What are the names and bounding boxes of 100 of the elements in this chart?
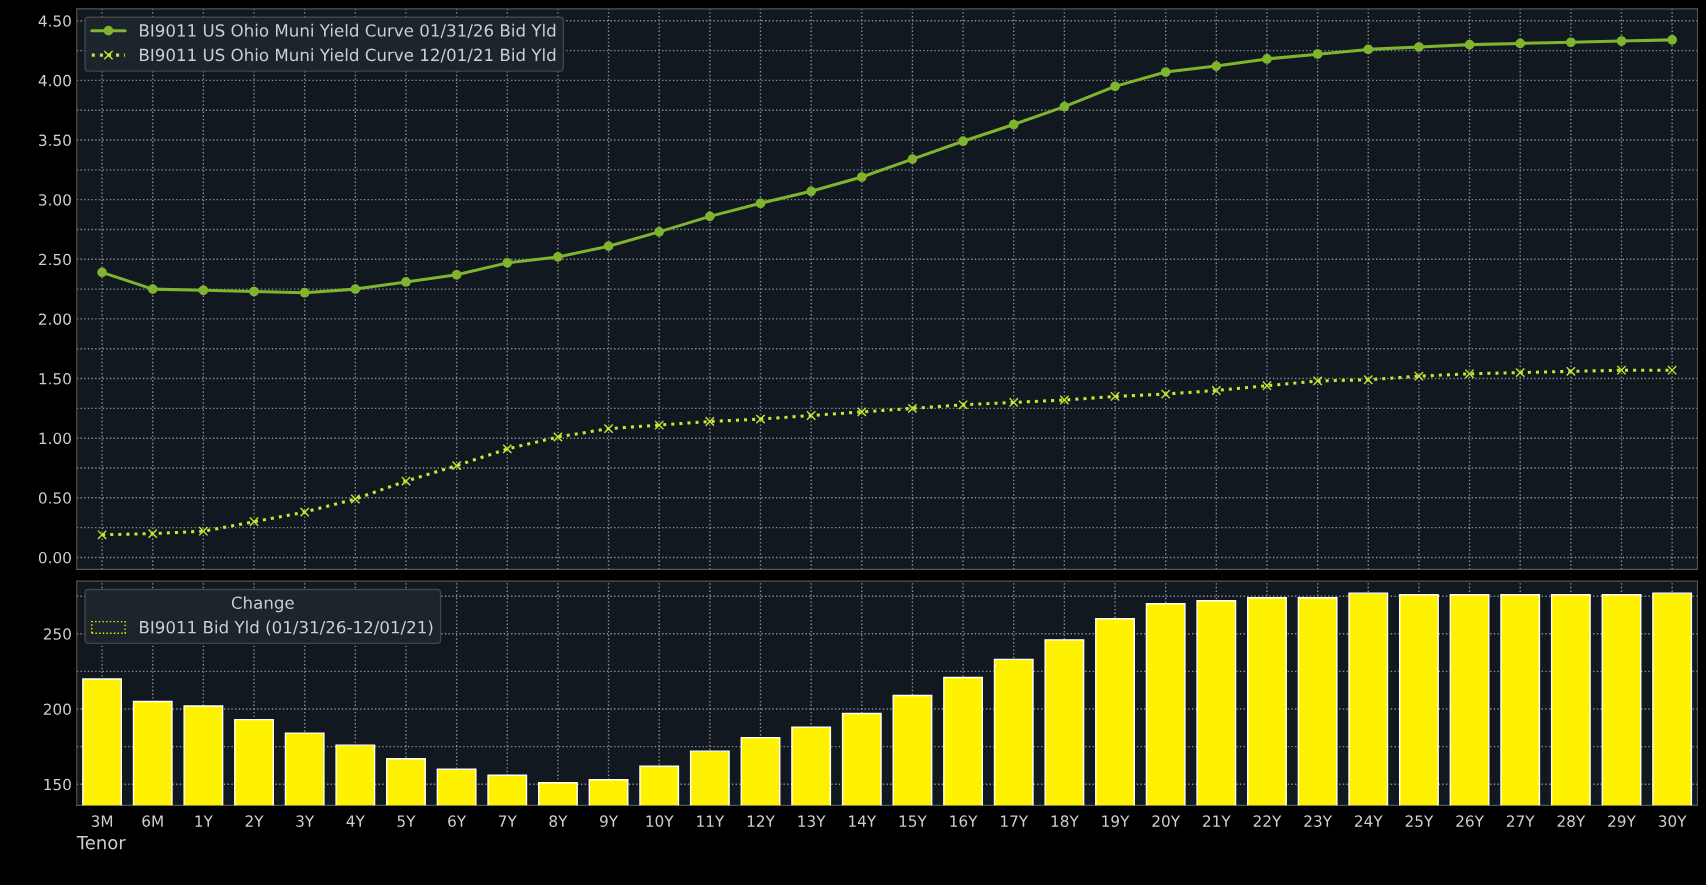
point xyxy=(1667,34,1678,45)
x-tick-label: 3M xyxy=(91,815,113,827)
legend-title: Change xyxy=(231,596,294,613)
x-tick-label: 28Y xyxy=(1557,815,1586,827)
point xyxy=(1312,49,1323,60)
point xyxy=(97,529,107,540)
point xyxy=(755,198,766,209)
x-tick-label: 23Y xyxy=(1304,815,1333,827)
x-tick-label: 27Y xyxy=(1506,815,1535,827)
point xyxy=(1464,368,1475,379)
y-tick-label: 3.00 xyxy=(39,194,71,206)
y-tick-label: 4.50 xyxy=(38,15,71,27)
point xyxy=(1565,37,1576,48)
x-tick-label: 26Y xyxy=(1456,815,1484,827)
point xyxy=(1363,374,1374,385)
y-tick-label: 200 xyxy=(43,703,71,716)
x-tick-label: 22Y xyxy=(1253,815,1282,827)
point xyxy=(299,287,310,298)
point xyxy=(401,277,411,287)
point xyxy=(350,284,361,294)
x-tick-label: 15Y xyxy=(899,815,927,827)
x-tick-label: 4Y xyxy=(346,815,365,827)
x-tick-label: 10Y xyxy=(646,815,674,827)
point xyxy=(907,403,918,414)
point xyxy=(97,267,107,278)
point xyxy=(806,410,817,421)
point xyxy=(401,476,411,486)
point xyxy=(806,186,817,197)
point xyxy=(147,528,158,539)
point xyxy=(1565,366,1576,377)
point xyxy=(603,423,614,434)
x-tick-label: 3Y xyxy=(296,815,315,827)
point xyxy=(451,460,462,471)
x-tick-label: 20Y xyxy=(1152,815,1181,827)
point xyxy=(1110,391,1120,402)
point xyxy=(1160,67,1171,77)
point xyxy=(1008,397,1019,408)
point xyxy=(704,211,715,222)
point xyxy=(755,414,766,424)
point xyxy=(1667,365,1678,376)
point xyxy=(1515,367,1526,378)
x-tick-label: 8Y xyxy=(549,815,568,827)
y-tick-label: 2.00 xyxy=(39,313,71,325)
point xyxy=(1211,385,1222,396)
y-tick-label: 150 xyxy=(44,778,71,791)
x-tick-label: 30Y xyxy=(1658,815,1687,827)
point xyxy=(502,258,513,268)
y-tick-label: 2.50 xyxy=(39,253,71,266)
point xyxy=(1312,376,1323,386)
point xyxy=(1616,36,1627,46)
y-tick-label: 1.00 xyxy=(39,432,71,445)
x-tick-label: 14Y xyxy=(849,815,877,827)
point xyxy=(1363,44,1374,55)
y-tick-label: 0.00 xyxy=(38,551,71,564)
point xyxy=(198,526,209,537)
point xyxy=(603,241,614,252)
point xyxy=(249,516,259,527)
y-tick-label: 1.50 xyxy=(39,373,71,385)
x-tick-label: 24Y xyxy=(1355,815,1383,827)
x-tick-label: 9Y xyxy=(600,815,619,827)
x-tick-label: 13Y xyxy=(798,815,826,827)
point xyxy=(958,136,968,147)
x-tick-label: 2Y xyxy=(245,815,264,827)
point xyxy=(1008,119,1019,130)
point xyxy=(1262,380,1272,391)
y-tick-label: 250 xyxy=(43,628,71,640)
point xyxy=(451,269,462,280)
x-tick-label: 17Y xyxy=(1001,815,1029,827)
point xyxy=(704,416,715,427)
x-axis-title: Tenor xyxy=(76,835,126,850)
point xyxy=(1059,395,1070,405)
x-tick-label: 16Y xyxy=(950,815,978,827)
point xyxy=(147,284,158,294)
point xyxy=(198,285,209,296)
point xyxy=(856,407,867,417)
point xyxy=(350,494,361,504)
point xyxy=(1414,42,1424,52)
point xyxy=(856,172,867,182)
x-tick-label: 19Y xyxy=(1102,815,1130,827)
point xyxy=(1160,389,1171,399)
x-tick-label: 6Y xyxy=(448,815,467,827)
point xyxy=(502,444,513,454)
point xyxy=(553,252,563,262)
x-tick-label: 18Y xyxy=(1051,815,1079,827)
point xyxy=(1515,38,1526,49)
point xyxy=(249,286,259,297)
point xyxy=(553,432,563,442)
point xyxy=(299,507,310,517)
x-tick-label: 7Y xyxy=(499,815,517,827)
x-tick-label: 12Y xyxy=(747,815,775,827)
point xyxy=(654,227,665,237)
x-tick-label: 11Y xyxy=(697,815,725,827)
x-tick-label: 25Y xyxy=(1405,815,1434,827)
legend-label: BI9011 Bid Yld (01/31/26-12/01/21) xyxy=(140,620,433,636)
y-tick-label: 4.00 xyxy=(38,74,71,87)
point xyxy=(1616,365,1627,376)
point xyxy=(1414,371,1424,382)
legend-label: BI9011 US Ohio Muni Yield Curve 12/01/21 Bid Yld xyxy=(140,48,556,63)
x-tick-label: 6M xyxy=(142,815,163,827)
x-tick-label: 21Y xyxy=(1203,815,1231,827)
